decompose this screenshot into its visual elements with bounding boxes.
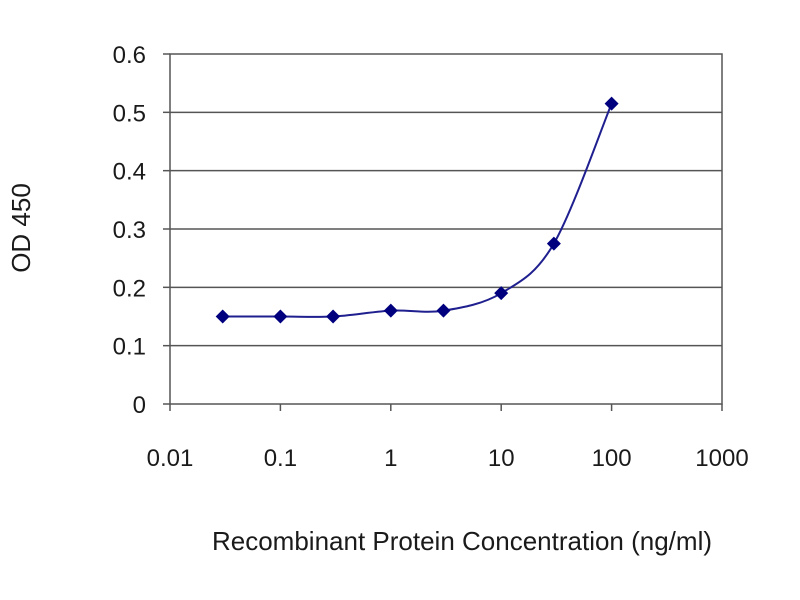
data-point [273,309,288,324]
x-axis: 0.01 0.1 1 10 100 1000 [147,404,749,472]
data-point [436,303,451,318]
y-tick-label: 0.6 [113,42,146,69]
x-tick-label: 0.1 [264,445,297,472]
data-points [215,96,619,324]
y-tick-label: 0.5 [113,100,146,127]
x-tick-label: 1000 [695,445,748,472]
y-tick-label: 0.2 [113,275,146,302]
y-tick-label: 0.3 [113,217,146,244]
data-point [326,309,341,324]
y-axis-title: OD 450 [6,183,36,273]
x-axis-title: Recombinant Protein Concentration (ng/ml… [212,526,712,556]
data-point [604,96,619,111]
y-axis: 0 0.1 0.2 0.3 0.4 0.5 0.6 [113,42,170,419]
data-point [494,286,509,301]
x-tick-label: 10 [488,445,515,472]
y-tick-label: 0 [133,392,146,419]
data-point [383,303,398,318]
x-tick-label: 100 [592,445,632,472]
x-tick-label: 1 [384,445,397,472]
series-curve [222,103,613,318]
gridlines [170,111,722,347]
y-tick-label: 0.1 [113,334,146,361]
data-point [546,236,561,251]
x-tick-label: 0.01 [147,445,194,472]
y-tick-label: 0.4 [113,159,146,186]
data-point [215,309,230,324]
